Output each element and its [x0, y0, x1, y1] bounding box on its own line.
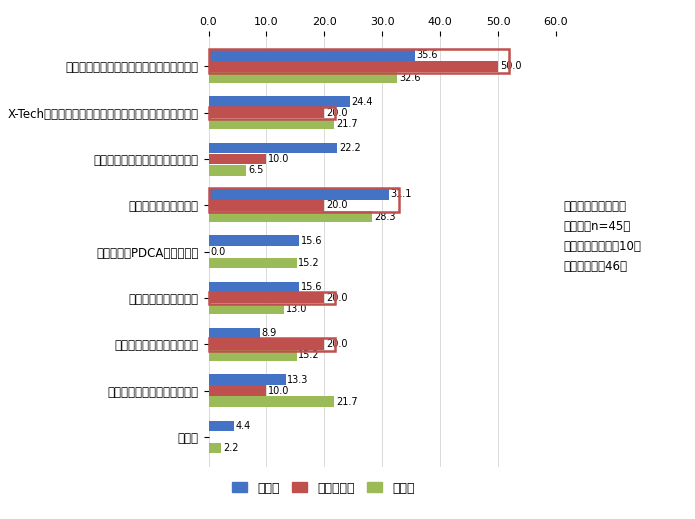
Text: 22.2: 22.2: [339, 143, 361, 153]
Bar: [208, 420, 234, 431]
Text: 20.0: 20.0: [326, 293, 348, 303]
Bar: [208, 293, 325, 304]
Bar: [208, 304, 284, 315]
Bar: [208, 72, 398, 83]
Text: 15.6: 15.6: [300, 236, 322, 245]
Text: 13.3: 13.3: [287, 375, 309, 385]
Bar: [208, 282, 299, 292]
Text: 2.2: 2.2: [223, 443, 238, 453]
Text: 21.7: 21.7: [336, 397, 357, 407]
Bar: [208, 97, 350, 107]
Text: 10.0: 10.0: [268, 154, 290, 164]
Bar: [208, 61, 498, 72]
Bar: [208, 189, 389, 200]
Bar: [208, 165, 246, 175]
Bar: [208, 118, 334, 129]
Bar: [208, 443, 221, 454]
Bar: [208, 385, 266, 396]
Text: 35.6: 35.6: [416, 50, 438, 60]
Bar: [208, 339, 325, 350]
Text: 28.3: 28.3: [374, 212, 395, 222]
Text: 31.1: 31.1: [391, 189, 411, 199]
Bar: [208, 397, 334, 407]
Bar: [208, 211, 373, 222]
Text: 8.9: 8.9: [262, 328, 277, 338]
Bar: [208, 328, 260, 338]
Text: 50.0: 50.0: [500, 61, 521, 72]
Bar: [208, 235, 299, 246]
Bar: [208, 143, 337, 153]
Bar: [208, 107, 325, 118]
Text: 複数回答、単位：％
大企業（n=45）
ベンチャー（Ｎ＝10）
その他（Ｎ＝46）: 複数回答、単位：％ 大企業（n=45） ベンチャー（Ｎ＝10） その他（Ｎ＝46…: [563, 200, 641, 273]
Text: 32.6: 32.6: [399, 73, 420, 83]
Text: 20.0: 20.0: [326, 200, 348, 210]
Text: 24.4: 24.4: [352, 97, 373, 106]
Bar: [208, 200, 325, 211]
Text: 15.2: 15.2: [298, 258, 320, 268]
Text: 20.0: 20.0: [326, 108, 348, 118]
Bar: [208, 154, 266, 165]
Text: 15.2: 15.2: [298, 350, 320, 361]
Text: 0.0: 0.0: [211, 247, 225, 257]
Text: 20.0: 20.0: [326, 339, 348, 349]
Bar: [208, 374, 286, 385]
Text: 13.0: 13.0: [286, 304, 307, 314]
Bar: [208, 350, 297, 361]
Text: 21.7: 21.7: [336, 119, 357, 129]
Text: 6.5: 6.5: [248, 165, 263, 175]
Legend: 大企業, ベンチャー, その他: 大企業, ベンチャー, その他: [227, 476, 419, 500]
Text: 4.4: 4.4: [236, 421, 251, 431]
Text: 15.6: 15.6: [300, 282, 322, 292]
Text: 10.0: 10.0: [268, 386, 290, 395]
Bar: [208, 50, 415, 61]
Bar: [208, 257, 297, 268]
